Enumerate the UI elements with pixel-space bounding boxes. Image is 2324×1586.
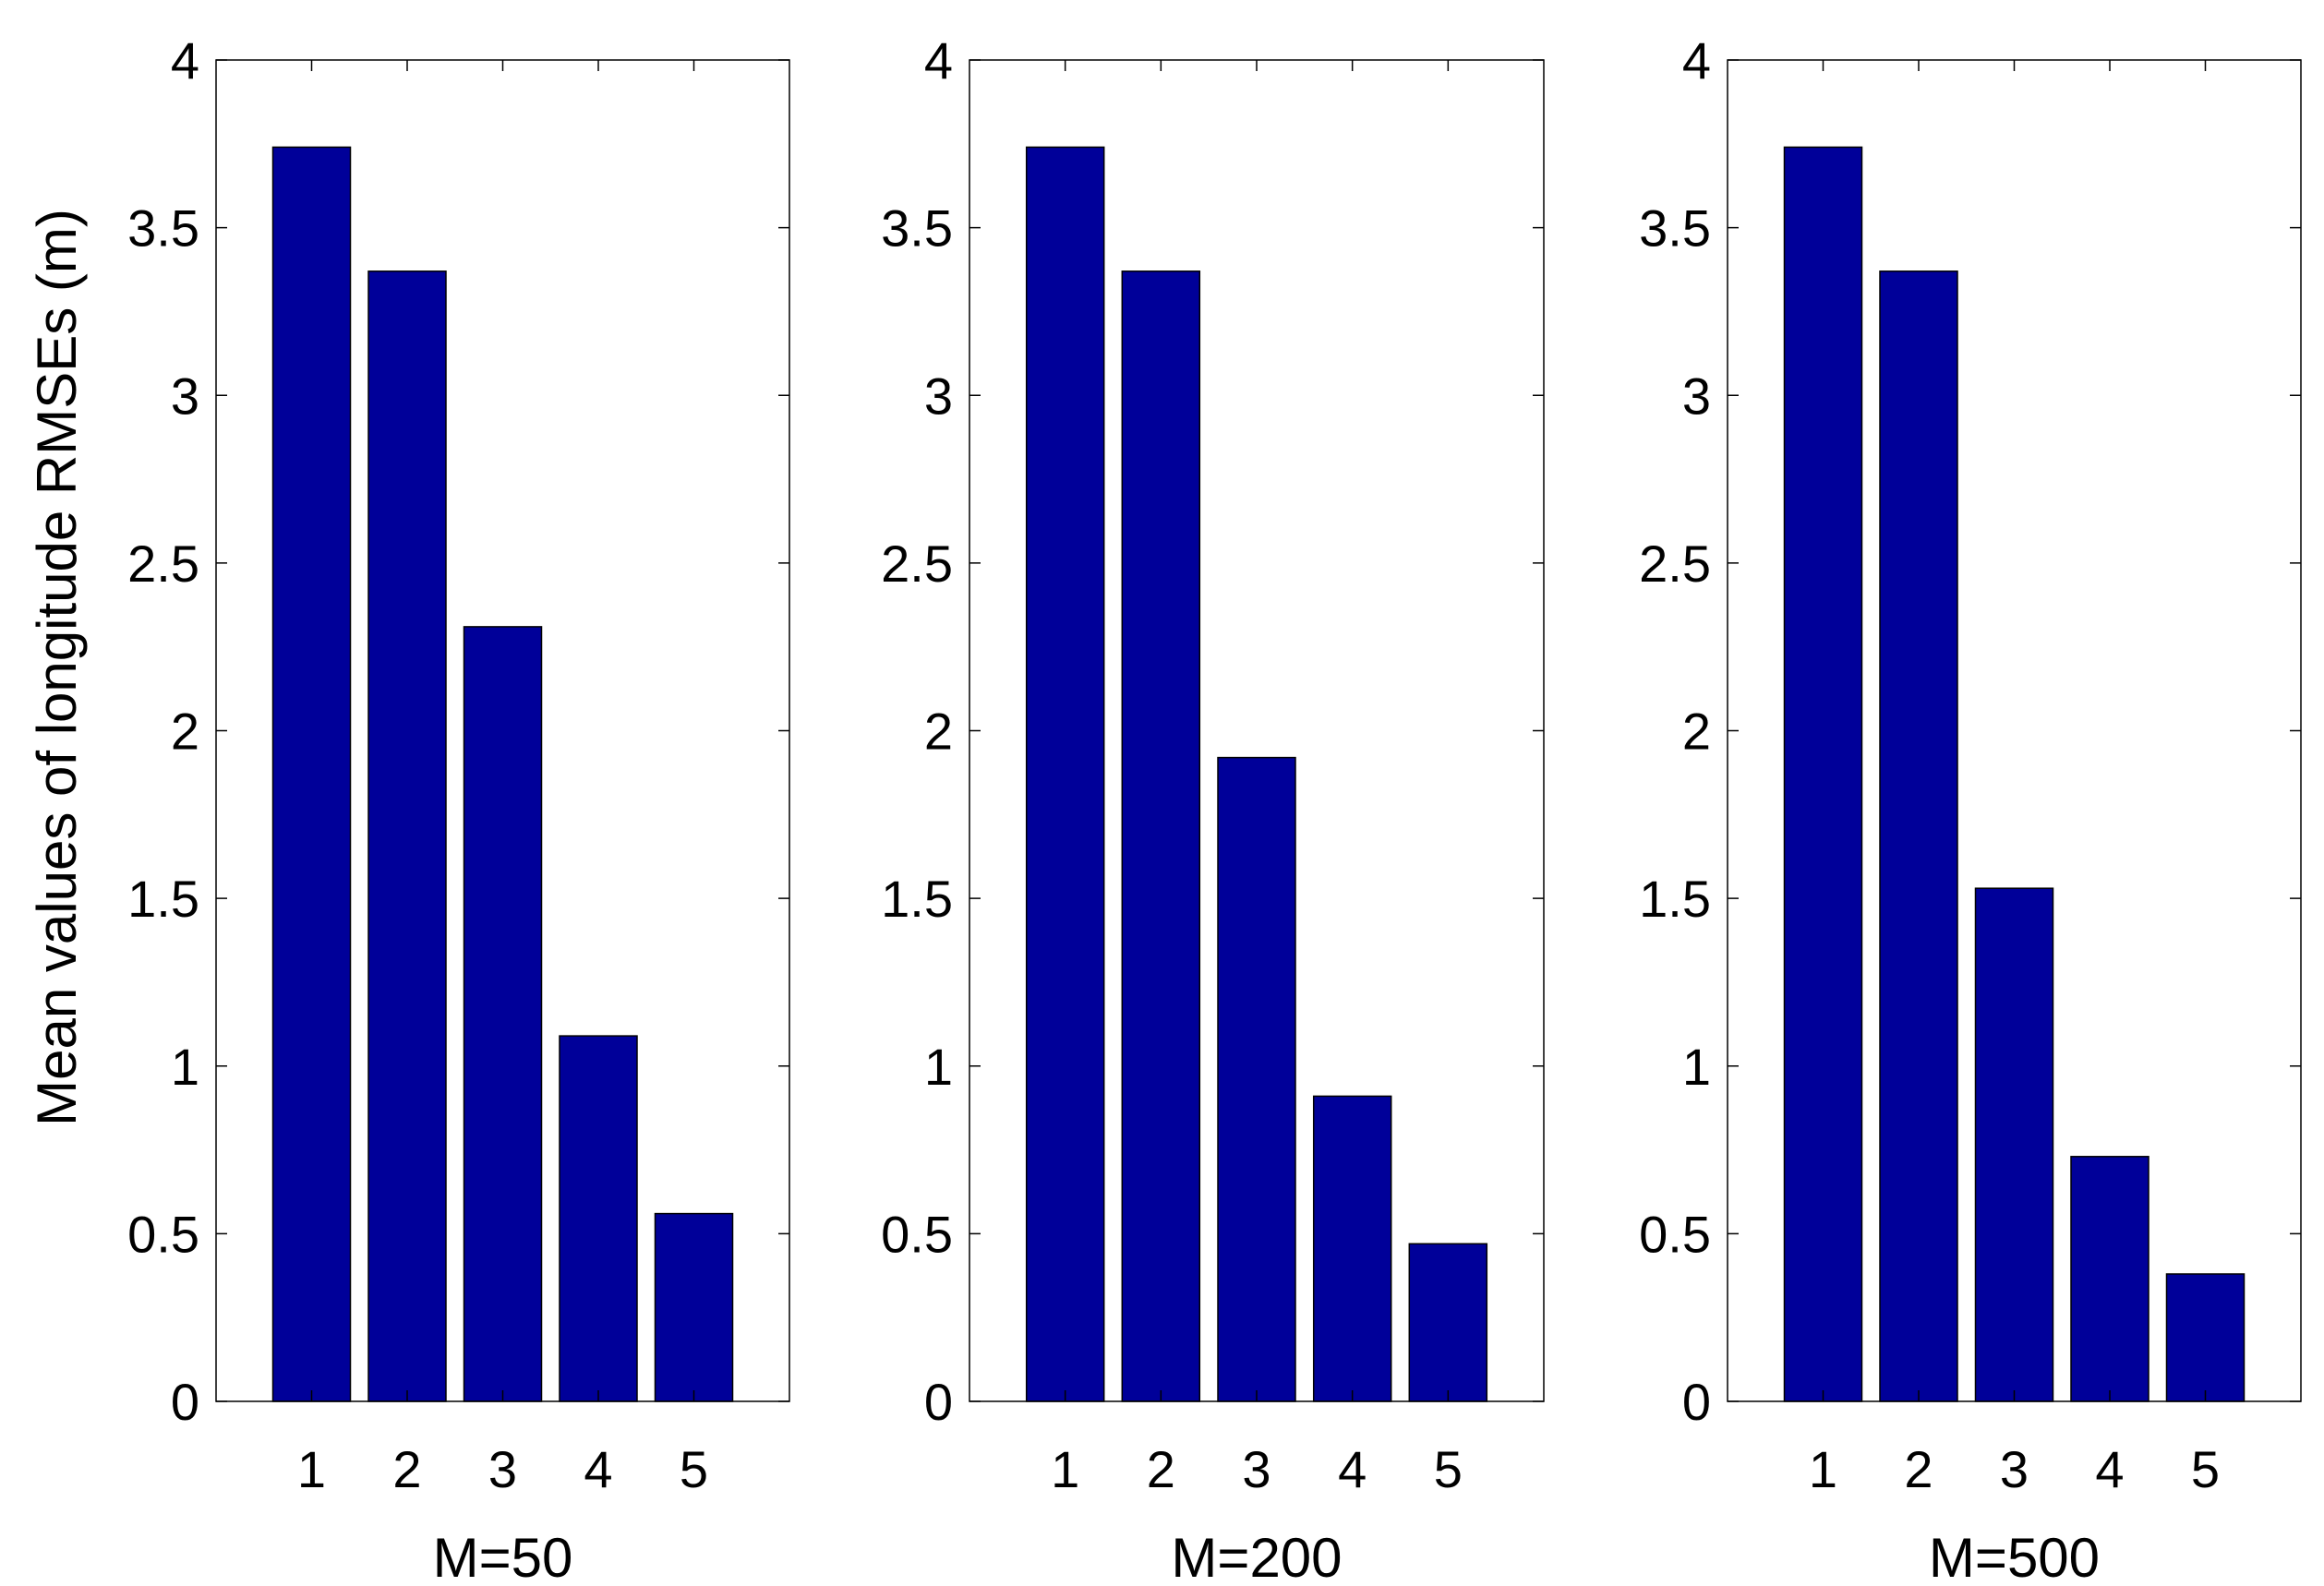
subplot-m200: 0 0.5 1 1.5 2 2.5 3 3.5 4 1 2 3 4 5 M=200 [881, 31, 1545, 1586]
y-tick-label: 4 [924, 31, 953, 90]
bar-3 [1974, 887, 2054, 1402]
x-axis-label: M=500 [1929, 1527, 2100, 1581]
x-tick-label: 2 [392, 1440, 421, 1498]
x-axis-label: M=200 [1171, 1527, 1342, 1581]
x-tick-label: 5 [1434, 1440, 1463, 1498]
y-tick-label: 1.5 [881, 870, 953, 928]
x-tick-label: 5 [680, 1440, 708, 1498]
bar-1 [271, 146, 352, 1402]
y-tick-label: 1 [924, 1038, 953, 1096]
bar-2 [1879, 270, 1958, 1402]
x-tick-label: 1 [297, 1440, 326, 1498]
y-tick-label: 4 [171, 31, 199, 90]
x-tick-label: 4 [584, 1440, 612, 1498]
y-tick-label: 2.5 [1639, 535, 1711, 593]
bar-2 [1121, 270, 1201, 1402]
y-tick-label: 3.5 [1639, 199, 1711, 258]
x-tick-label: 3 [488, 1440, 517, 1498]
y-tick-label: 2 [924, 703, 953, 761]
bar-5 [1408, 1243, 1488, 1402]
x-tick-label: 2 [1904, 1440, 1933, 1498]
bar-1 [1025, 146, 1105, 1402]
y-tick-label: 2 [171, 703, 199, 761]
y-tick-label: 3 [1682, 366, 1711, 425]
y-tick-label: 0 [924, 1373, 953, 1431]
y-tick-label: 2.5 [127, 535, 199, 593]
x-tick-label: 1 [1051, 1440, 1079, 1498]
bar-4 [2070, 1156, 2149, 1402]
y-tick-label: 2 [1682, 703, 1711, 761]
subplot-m50: 0 0.5 1 1.5 2 2.5 3 3.5 4 1 2 3 4 5 M=50 [127, 31, 790, 1586]
bar-5 [2165, 1273, 2246, 1402]
y-tick-label: 4 [1682, 31, 1711, 90]
bar-1 [1783, 146, 1863, 1402]
subplot-m500: 0 0.5 1 1.5 2 2.5 3 3.5 4 1 2 3 4 5 M=500 [1639, 31, 2302, 1586]
y-tick-label: 1 [171, 1038, 199, 1096]
y-tick-label: 3 [171, 366, 199, 425]
y-tick-label: 0.5 [881, 1205, 953, 1263]
x-tick-label: 1 [1809, 1440, 1837, 1498]
x-tick-label: 4 [2095, 1440, 2124, 1498]
y-tick-label: 0.5 [127, 1205, 199, 1263]
y-tick-label: 3.5 [881, 199, 953, 258]
bar-4 [559, 1035, 638, 1402]
y-tick-label: 2.5 [881, 535, 953, 593]
y-tick-label: 0 [1682, 1373, 1711, 1431]
x-tick-label: 3 [2000, 1440, 2029, 1498]
x-axis-label: M=50 [433, 1527, 573, 1581]
y-tick-label: 1.5 [127, 870, 199, 928]
y-tick-label: 3 [924, 366, 953, 425]
y-tick-label: 3.5 [127, 199, 199, 258]
x-tick-label: 5 [2191, 1440, 2220, 1498]
bar-2 [367, 270, 447, 1402]
bar-4 [1312, 1095, 1392, 1402]
y-tick-label: 0.5 [1639, 1205, 1711, 1263]
x-tick-label: 4 [1338, 1440, 1367, 1498]
bar-3 [463, 626, 543, 1402]
x-tick-label: 2 [1147, 1440, 1175, 1498]
y-axis-label: Mean values of longitude RMSEs (m) [26, 209, 88, 1126]
y-tick-label: 0 [171, 1373, 199, 1431]
x-tick-label: 3 [1242, 1440, 1270, 1498]
y-tick-label: 1.5 [1639, 870, 1711, 928]
bar-3 [1217, 756, 1296, 1402]
y-tick-label: 1 [1682, 1038, 1711, 1096]
bar-5 [654, 1212, 734, 1402]
